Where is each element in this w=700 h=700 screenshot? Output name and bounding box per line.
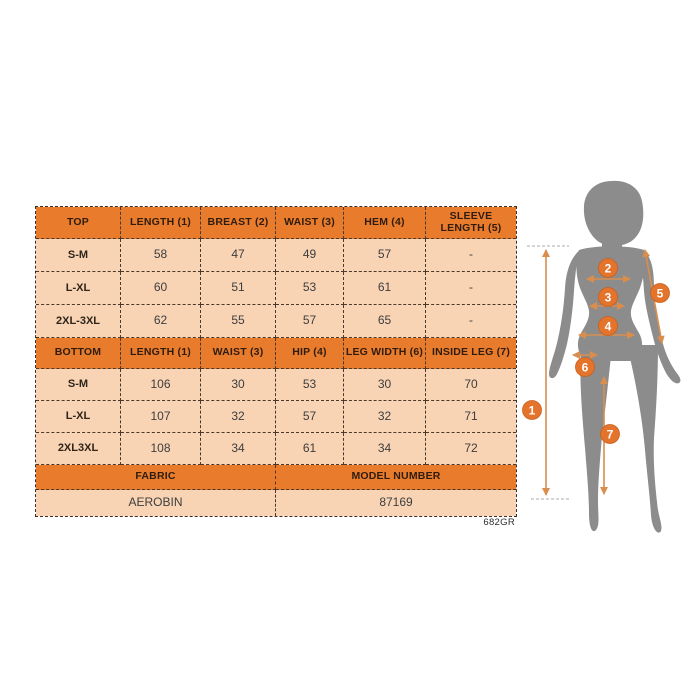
table-cell: 57	[344, 239, 426, 272]
silhouette-right-leg	[627, 345, 662, 533]
table-cell: 61	[344, 272, 426, 305]
marker-6-label: 6	[582, 361, 589, 375]
table-cell: 70	[426, 369, 516, 401]
table-cell: 106	[121, 369, 201, 401]
table-cell: 58	[121, 239, 201, 272]
product-code-footnote: 682GR	[483, 517, 515, 528]
bottom-header-insideleg: INSIDE LEG (7)	[426, 338, 516, 369]
fabric-header: FABRIC	[36, 465, 276, 490]
table-cell: 30	[344, 369, 426, 401]
bottom-row-label: S-M	[36, 369, 121, 401]
measure-marker-3: 3	[598, 287, 618, 307]
top-header-col: TOP	[36, 207, 121, 239]
bottom-header-legwidth: LEG WIDTH (6)	[344, 338, 426, 369]
top-header-length: LENGTH (1)	[121, 207, 201, 239]
model-number-header: MODEL NUMBER	[276, 465, 516, 490]
size-chart-table: TOP LENGTH (1) BREAST (2) WAIST (3) HEM …	[35, 206, 517, 517]
measurement-figure-diagram: 1 2 3 4 5 6 7	[522, 180, 681, 533]
silhouette-left-arm	[549, 250, 580, 379]
bottom-row-label: 2XL3XL	[36, 433, 121, 465]
marker-7-label: 7	[607, 428, 614, 442]
measure-marker-1: 1	[522, 400, 542, 420]
marker-2-label: 2	[605, 262, 612, 276]
measure-marker-6: 6	[575, 357, 595, 377]
top-header-hem: HEM (4)	[344, 207, 426, 239]
table-cell: -	[426, 305, 516, 338]
marker-3-label: 3	[605, 291, 612, 305]
table-cell: 55	[201, 305, 276, 338]
guide-lines	[527, 245, 569, 500]
table-cell: 53	[276, 272, 344, 305]
table-cell: 61	[276, 433, 344, 465]
top-header-sleeve: SLEEVE LENGTH (5)	[426, 207, 516, 239]
table-cell: 49	[276, 239, 344, 272]
bottom-header-hip: HIP (4)	[276, 338, 344, 369]
table-cell: -	[426, 239, 516, 272]
top-row-label: L-XL	[36, 272, 121, 305]
table-cell: 32	[201, 401, 276, 433]
marker-5-label: 5	[657, 287, 664, 301]
table-cell: 107	[121, 401, 201, 433]
bottom-row-label: L-XL	[36, 401, 121, 433]
measure-marker-5: 5	[650, 283, 670, 303]
table-cell: 65	[344, 305, 426, 338]
table-cell: 62	[121, 305, 201, 338]
top-row-label: 2XL-3XL	[36, 305, 121, 338]
model-number-value: 87169	[276, 490, 516, 516]
bottom-header-col: BOTTOM	[36, 338, 121, 369]
measure-marker-2: 2	[598, 258, 618, 278]
table-cell: 30	[201, 369, 276, 401]
table-cell: 57	[276, 305, 344, 338]
marker-4-label: 4	[605, 320, 612, 334]
marker-1-label: 1	[529, 404, 536, 418]
female-silhouette	[549, 180, 681, 533]
bottom-header-waist: WAIST (3)	[201, 338, 276, 369]
table-cell: 60	[121, 272, 201, 305]
top-row-label: S-M	[36, 239, 121, 272]
top-header-breast: BREAST (2)	[201, 207, 276, 239]
table-cell: -	[426, 272, 516, 305]
measure-marker-7: 7	[600, 424, 620, 444]
table-cell: 71	[426, 401, 516, 433]
fabric-value: AEROBIN	[36, 490, 276, 516]
measure-marker-4: 4	[598, 316, 618, 336]
table-cell: 34	[344, 433, 426, 465]
silhouette-head	[583, 180, 644, 246]
table-cell: 32	[344, 401, 426, 433]
table-cell: 57	[276, 401, 344, 433]
measurement-markers: 1 2 3 4 5 6 7	[522, 258, 670, 444]
bottom-header-length: LENGTH (1)	[121, 338, 201, 369]
table-cell: 34	[201, 433, 276, 465]
table-cell: 51	[201, 272, 276, 305]
table-cell: 72	[426, 433, 516, 465]
table-cell: 53	[276, 369, 344, 401]
top-header-waist: WAIST (3)	[276, 207, 344, 239]
table-cell: 47	[201, 239, 276, 272]
table-cell: 108	[121, 433, 201, 465]
